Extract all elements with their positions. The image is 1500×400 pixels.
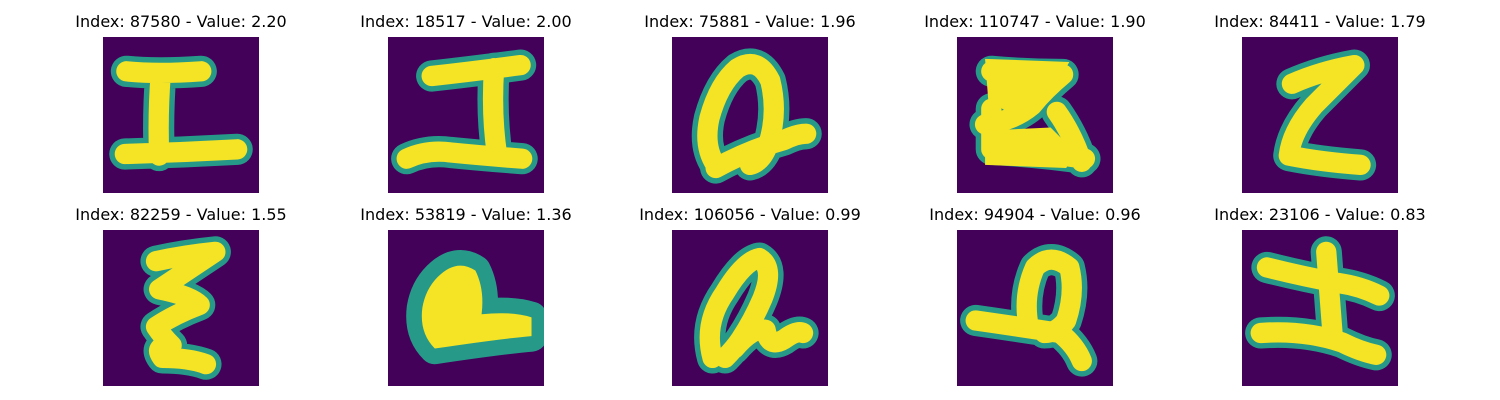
image-panel-5: Index: 82259 - Value: 1.55 [51, 193, 311, 386]
image-panel-3: Index: 110747 - Value: 1.90 [905, 0, 1165, 193]
digit-image [1242, 230, 1398, 386]
image-panel-4: Index: 84411 - Value: 1.79 [1190, 0, 1450, 193]
image-panel-7: Index: 106056 - Value: 0.99 [620, 193, 880, 386]
digit-image [103, 37, 259, 193]
panel-title: Index: 106056 - Value: 0.99 [639, 205, 861, 224]
image-panel-0: Index: 87580 - Value: 2.20 [51, 0, 311, 193]
panel-title: Index: 75881 - Value: 1.96 [644, 12, 856, 31]
image-panel-1: Index: 18517 - Value: 2.00 [336, 0, 596, 193]
panel-title: Index: 23106 - Value: 0.83 [1214, 205, 1426, 224]
panel-title: Index: 94904 - Value: 0.96 [929, 205, 1141, 224]
image-panel-2: Index: 75881 - Value: 1.96 [620, 0, 880, 193]
digit-image [672, 230, 828, 386]
digit-image [957, 230, 1113, 386]
digit-image [957, 37, 1113, 193]
image-panel-9: Index: 23106 - Value: 0.83 [1190, 193, 1450, 386]
panel-title: Index: 18517 - Value: 2.00 [360, 12, 572, 31]
digit-image [388, 230, 544, 386]
digit-image [388, 37, 544, 193]
panel-title: Index: 82259 - Value: 1.55 [75, 205, 287, 224]
image-panel-8: Index: 94904 - Value: 0.96 [905, 193, 1165, 386]
panel-title: Index: 110747 - Value: 1.90 [924, 12, 1146, 31]
digit-image [672, 37, 828, 193]
digit-image [1242, 37, 1398, 193]
panel-title: Index: 87580 - Value: 2.20 [75, 12, 287, 31]
digit-image [103, 230, 259, 386]
image-panel-6: Index: 53819 - Value: 1.36 [336, 193, 596, 386]
panel-title: Index: 53819 - Value: 1.36 [360, 205, 572, 224]
panel-title: Index: 84411 - Value: 1.79 [1214, 12, 1426, 31]
